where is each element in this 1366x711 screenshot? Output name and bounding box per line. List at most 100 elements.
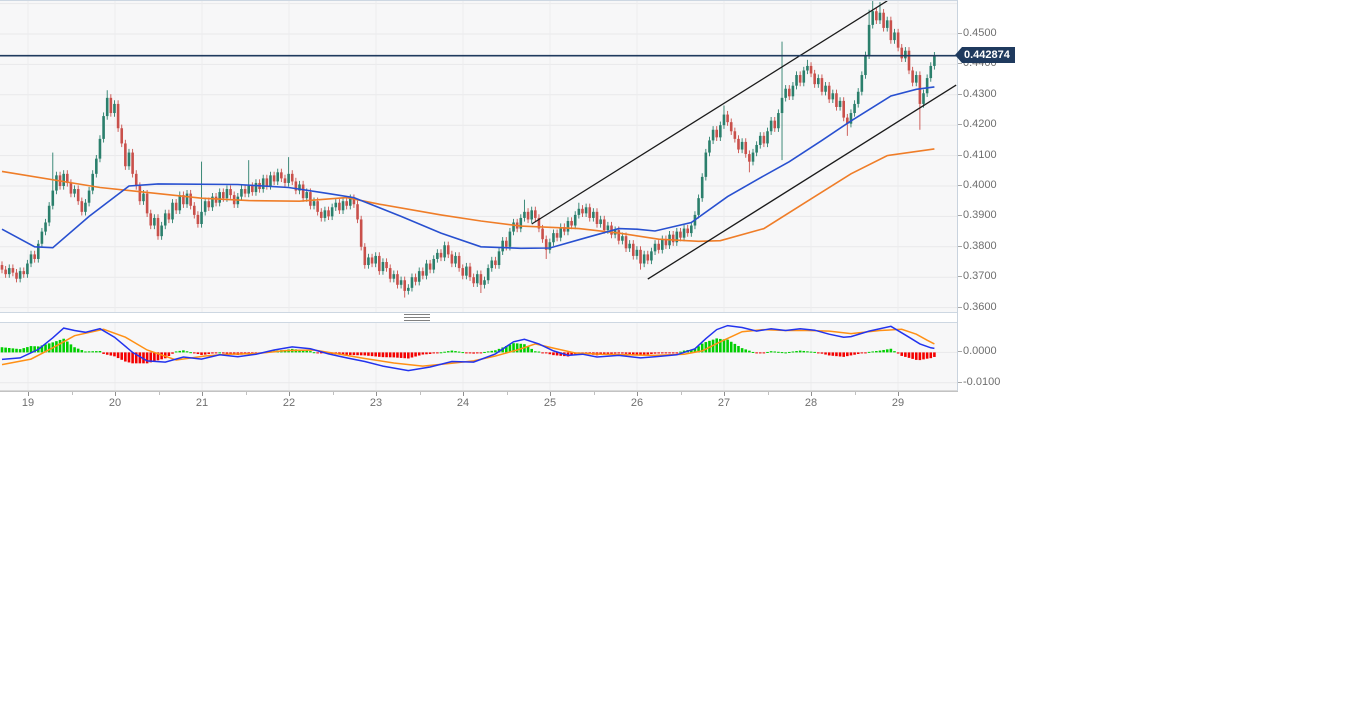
candle-body xyxy=(138,186,142,202)
macd-histogram-bar xyxy=(446,351,450,353)
price-pane[interactable] xyxy=(0,0,958,313)
price-chart-canvas[interactable] xyxy=(0,1,958,312)
macd-histogram-bar xyxy=(410,352,414,358)
macd-histogram-bar xyxy=(490,350,494,353)
candle-body xyxy=(319,211,323,218)
candle-body xyxy=(853,103,856,114)
pane-resize-handle-icon[interactable] xyxy=(404,314,430,321)
candle-body xyxy=(671,234,675,243)
macd-histogram-bar xyxy=(740,348,744,353)
macd-histogram-bar xyxy=(298,349,301,353)
candle-body xyxy=(708,140,711,153)
candle-body xyxy=(577,208,581,215)
time-axis-label: 25 xyxy=(543,397,557,409)
candle-body xyxy=(802,70,806,83)
price-axis-label: 0.4000 xyxy=(963,179,997,191)
candle-body xyxy=(773,120,777,129)
macd-histogram-bar xyxy=(809,351,813,353)
candle-body xyxy=(537,217,541,229)
macd-histogram-bar xyxy=(356,352,359,356)
macd-histogram-bar xyxy=(4,347,7,353)
macd-histogram-bar xyxy=(541,352,544,354)
candle-body xyxy=(381,262,385,272)
candle-body xyxy=(338,202,341,211)
macd-line xyxy=(1,324,935,372)
candle-body xyxy=(171,202,174,220)
candle-body xyxy=(417,271,421,282)
macd-histogram-bar xyxy=(544,352,548,354)
price-axis-label: 0.3800 xyxy=(963,239,997,252)
macd-histogram-bar xyxy=(142,352,145,364)
candle-body xyxy=(784,88,787,98)
time-axis-tick xyxy=(898,392,899,396)
macd-histogram-bar xyxy=(156,352,160,361)
candle-body xyxy=(885,20,889,28)
candle-body xyxy=(563,227,566,232)
macd-histogram-bar xyxy=(657,352,660,354)
macd-histogram-bar xyxy=(465,352,468,354)
macd-histogram-bar xyxy=(345,352,348,355)
candle-body xyxy=(131,152,134,174)
macd-histogram-bar xyxy=(203,352,207,355)
macd-histogram-bar xyxy=(189,352,192,354)
macd-histogram-bar xyxy=(483,351,486,353)
candle-body xyxy=(679,231,682,238)
candle-body xyxy=(653,243,657,252)
candle-body xyxy=(497,251,501,266)
candle-body xyxy=(566,220,570,232)
macd-histogram-bar xyxy=(341,352,345,355)
candle-body xyxy=(192,205,196,215)
price-axis-label: 0.4100 xyxy=(963,148,997,161)
macd-histogram-bar xyxy=(831,352,835,356)
time-axis-tick xyxy=(202,392,203,396)
price-axis-label: 0.3700 xyxy=(963,270,997,283)
macd-axis[interactable]: 0.0000 -0.0100 xyxy=(958,322,1028,391)
macd-histogram-bar xyxy=(889,348,893,353)
macd-histogram-bar xyxy=(896,352,900,354)
macd-histogram-bar xyxy=(399,352,403,358)
macd-pane[interactable] xyxy=(0,322,958,391)
macd-histogram-bar xyxy=(824,352,827,355)
macd-histogram-bar xyxy=(388,352,392,358)
price-axis[interactable]: 0.4500 0.4400 0.4300 0.4200 0.4100 0.4000 0.39… xyxy=(958,0,1028,313)
candle-body xyxy=(523,211,526,218)
candle-body xyxy=(606,225,610,231)
macd-histogram-bar xyxy=(566,352,570,357)
macd-histogram-bar xyxy=(835,352,838,357)
candle-body xyxy=(737,138,740,150)
macd-histogram-bar xyxy=(319,352,323,354)
macd-histogram-bar xyxy=(105,352,109,355)
time-axis[interactable]: 19 20 21 22 23 24 25 26 27 28 29 xyxy=(0,391,958,413)
candle-body xyxy=(541,228,544,240)
candle-body xyxy=(726,114,729,123)
time-axis-label: 23 xyxy=(369,397,383,409)
candle-body xyxy=(711,129,715,141)
macd-histogram-bar xyxy=(381,352,385,358)
macd-histogram-bar xyxy=(526,346,530,353)
candle-body xyxy=(860,75,864,92)
macd-histogram-bar xyxy=(113,352,116,357)
macd-histogram-bar xyxy=(719,338,722,353)
macd-histogram-bar xyxy=(624,352,628,354)
macd-histogram-bar xyxy=(432,352,436,354)
macd-chart-canvas[interactable] xyxy=(0,323,958,390)
candle-body xyxy=(758,135,762,145)
macd-histogram-bar xyxy=(149,352,153,363)
candle-body xyxy=(751,152,755,162)
candle-body xyxy=(95,158,98,174)
macd-histogram-bar xyxy=(374,352,377,357)
candle-body xyxy=(454,255,457,264)
macd-histogram-bar xyxy=(425,352,428,355)
macd-histogram-bar xyxy=(613,352,617,354)
macd-histogram-bar xyxy=(631,352,635,355)
macd-histogram-bar xyxy=(773,351,777,353)
candle-body xyxy=(780,97,784,114)
candle-body xyxy=(475,274,479,284)
candle-body xyxy=(570,220,573,226)
candle-body xyxy=(265,178,269,186)
candle-body xyxy=(769,120,773,132)
candle-body xyxy=(290,173,294,182)
candle-body xyxy=(849,113,853,124)
candle-body xyxy=(7,268,11,275)
macd-histogram-bar xyxy=(900,352,904,356)
